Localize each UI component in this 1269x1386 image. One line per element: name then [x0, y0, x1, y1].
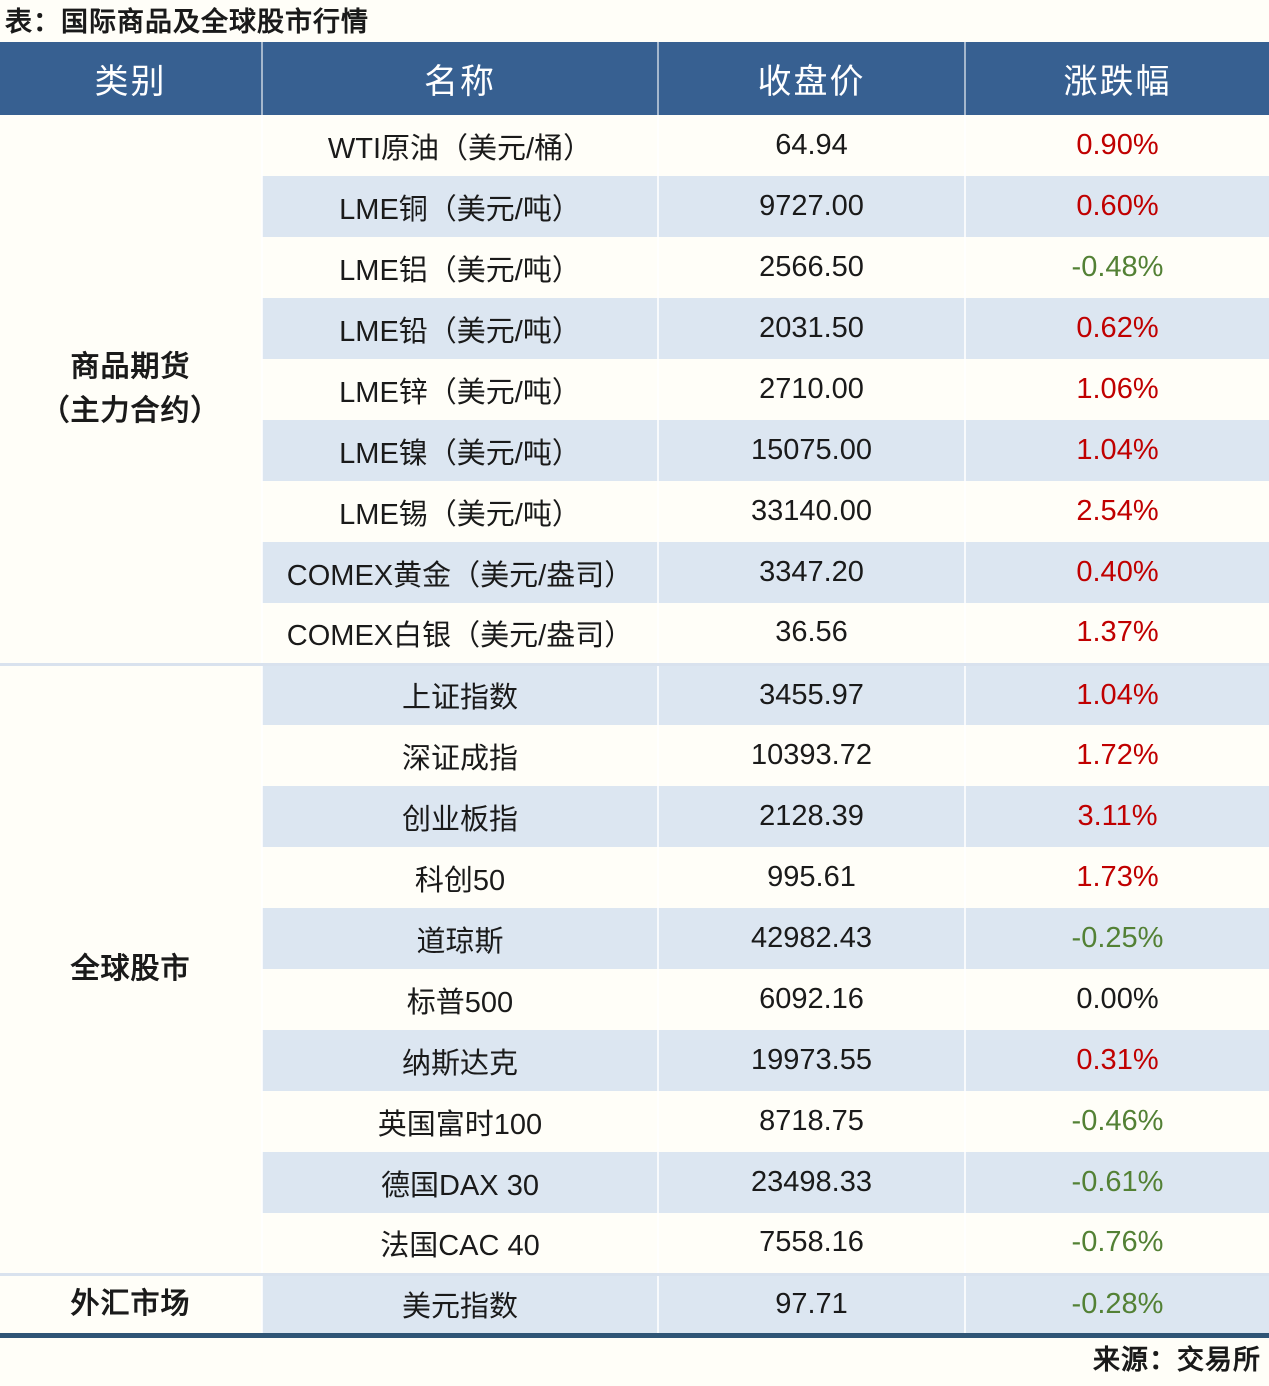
- table-row: 英国富时100 8718.75 -0.46%: [0, 1091, 1269, 1152]
- table-row: 外汇市场 美元指数 97.71 -0.28%: [0, 1272, 1269, 1335]
- close-price: 8718.75: [657, 1091, 965, 1152]
- close-price: 42982.43: [657, 908, 965, 969]
- instrument-name: 标普500: [261, 969, 658, 1030]
- close-price: 64.94: [657, 115, 965, 176]
- instrument-name: LME铝（美元/吨）: [261, 237, 658, 298]
- instrument-name: 美元指数: [261, 1272, 658, 1335]
- instrument-name: WTI原油（美元/桶）: [261, 115, 658, 176]
- close-price: 995.61: [657, 847, 965, 908]
- table-row: LME铜（美元/吨） 9727.00 0.60%: [0, 176, 1269, 237]
- change-percent: -0.61%: [964, 1152, 1269, 1213]
- table-row: 全球股市 上证指数 3455.97 1.04%: [0, 662, 1269, 1274]
- change-percent: 0.60%: [964, 176, 1269, 237]
- change-percent: -0.48%: [964, 237, 1269, 298]
- change-percent: 0.90%: [964, 115, 1269, 176]
- change-percent: -0.25%: [964, 908, 1269, 969]
- instrument-name: 德国DAX 30: [261, 1152, 658, 1213]
- category-cell: 外汇市场: [0, 1272, 262, 1335]
- close-price: 3347.20: [657, 542, 965, 603]
- instrument-name: 创业板指: [261, 786, 658, 847]
- close-price: 6092.16: [657, 969, 965, 1030]
- change-percent: -0.28%: [964, 1272, 1269, 1335]
- change-percent: 3.11%: [964, 786, 1269, 847]
- close-price: 10393.72: [657, 725, 965, 786]
- change-percent: 1.72%: [964, 725, 1269, 786]
- close-price: 97.71: [657, 1272, 965, 1335]
- change-percent: -0.76%: [964, 1213, 1269, 1274]
- change-percent: 1.06%: [964, 359, 1269, 420]
- change-percent: 2.54%: [964, 481, 1269, 542]
- change-percent: 0.62%: [964, 298, 1269, 359]
- category-label: 外汇市场: [70, 1288, 191, 1320]
- instrument-name: 英国富时100: [261, 1091, 658, 1152]
- table-row: 纳斯达克 19973.55 0.31%: [0, 1030, 1269, 1091]
- instrument-name: 纳斯达克: [261, 1030, 658, 1091]
- market-table: 类别 名称 收盘价 涨跌幅 商品期货 （主力合约） WTI原油（美元/桶） 64.94…: [0, 42, 1269, 1338]
- table-row: LME铅（美元/吨） 2031.50 0.62%: [0, 298, 1269, 359]
- close-price: 33140.00: [657, 481, 965, 542]
- close-price: 2128.39: [657, 786, 965, 847]
- table-row: 法国CAC 40 7558.16 -0.76%: [0, 1213, 1269, 1274]
- instrument-name: 科创50: [261, 847, 658, 908]
- table-row: 道琼斯 42982.43 -0.25%: [0, 908, 1269, 969]
- table-row: 科创50 995.61 1.73%: [0, 847, 1269, 908]
- table-header: 类别 名称 收盘价 涨跌幅: [0, 42, 1269, 115]
- table-body: 商品期货 （主力合约） WTI原油（美元/桶） 64.94 0.90% LME铜（美元/吨…: [0, 115, 1269, 1335]
- close-price: 3455.97: [657, 662, 965, 725]
- table-title: 表：国际商品及全球股市行情: [5, 7, 369, 37]
- table-row: 商品期货 （主力合约） WTI原油（美元/桶） 64.94 0.90%: [0, 115, 1269, 427]
- category-label: 商品期货: [70, 350, 191, 383]
- table-row: 德国DAX 30 23498.33 -0.61%: [0, 1152, 1269, 1213]
- instrument-name: LME镍（美元/吨）: [261, 420, 658, 481]
- table-row: 创业板指 2128.39 3.11%: [0, 786, 1269, 847]
- change-percent: 1.37%: [964, 603, 1269, 664]
- category-label: 全球股市: [70, 953, 191, 985]
- header-change-pct: 涨跌幅: [964, 42, 1269, 115]
- source-note: 来源：交易所: [1093, 1344, 1261, 1375]
- header-name: 名称: [261, 42, 658, 115]
- instrument-name: 法国CAC 40: [261, 1213, 658, 1274]
- close-price: 19973.55: [657, 1030, 965, 1091]
- change-percent: 1.73%: [964, 847, 1269, 908]
- instrument-name: 深证成指: [261, 725, 658, 786]
- instrument-name: LME铜（美元/吨）: [261, 176, 658, 237]
- close-price: 2031.50: [657, 298, 965, 359]
- instrument-name: LME铅（美元/吨）: [261, 298, 658, 359]
- table-row: COMEX黄金（美元/盎司） 3347.20 0.40%: [0, 542, 1269, 603]
- close-price: 15075.00: [657, 420, 965, 481]
- change-percent: 1.04%: [964, 420, 1269, 481]
- close-price: 9727.00: [657, 176, 965, 237]
- change-percent: -0.46%: [964, 1091, 1269, 1152]
- category-cell: 全球股市: [0, 662, 262, 1274]
- change-percent: 0.40%: [964, 542, 1269, 603]
- close-price: 36.56: [657, 603, 965, 664]
- instrument-name: LME锡（美元/吨）: [261, 481, 658, 542]
- change-percent: 0.00%: [964, 969, 1269, 1030]
- change-percent: 0.31%: [964, 1030, 1269, 1091]
- table-row: LME镍（美元/吨） 15075.00 1.04%: [0, 420, 1269, 481]
- table-row: 深证成指 10393.72 1.72%: [0, 725, 1269, 786]
- table-row: LME锡（美元/吨） 33140.00 2.54%: [0, 481, 1269, 542]
- close-price: 23498.33: [657, 1152, 965, 1213]
- category-cell: 商品期货 （主力合约）: [0, 115, 262, 664]
- header-close-price: 收盘价: [657, 42, 965, 115]
- instrument-name: 上证指数: [261, 662, 658, 725]
- close-price: 2710.00: [657, 359, 965, 420]
- instrument-name: 道琼斯: [261, 908, 658, 969]
- close-price: 7558.16: [657, 1213, 965, 1274]
- header-category: 类别: [0, 42, 262, 115]
- table-row: LME铝（美元/吨） 2566.50 -0.48%: [0, 237, 1269, 298]
- instrument-name: LME锌（美元/吨）: [261, 359, 658, 420]
- instrument-name: COMEX黄金（美元/盎司）: [261, 542, 658, 603]
- change-percent: 1.04%: [964, 662, 1269, 725]
- close-price: 2566.50: [657, 237, 965, 298]
- table-row: LME锌（美元/吨） 2710.00 1.06%: [0, 359, 1269, 420]
- table-row: 标普500 6092.16 0.00%: [0, 969, 1269, 1030]
- category-label: （主力合约）: [40, 394, 221, 427]
- table-row: COMEX白银（美元/盎司） 36.56 1.37%: [0, 603, 1269, 664]
- instrument-name: COMEX白银（美元/盎司）: [261, 603, 658, 664]
